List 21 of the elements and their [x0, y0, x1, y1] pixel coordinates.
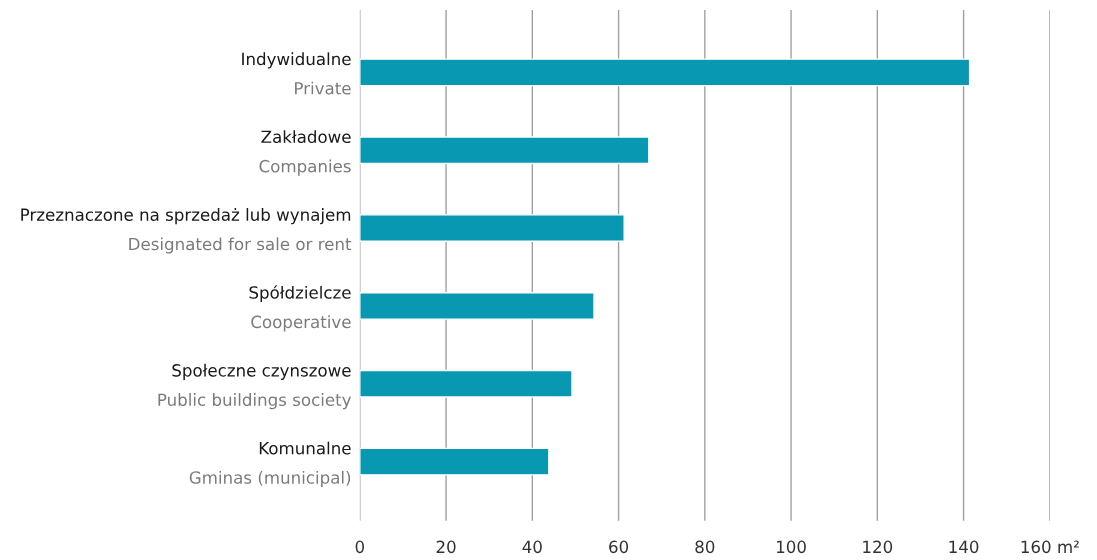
bar — [359, 447, 550, 476]
x-tick-label: 40 — [522, 540, 542, 554]
bar — [359, 369, 573, 398]
y-tick-label: Indywidualne Private — [242, 52, 351, 95]
x-tick-label: 140 — [949, 540, 979, 554]
y-tick-label: Spółdzielcze Cooperative — [249, 285, 351, 332]
x-tick-label: 80 — [695, 540, 715, 554]
x-tick-label: 20 — [436, 540, 456, 554]
x-tick-label: 0 — [355, 540, 365, 554]
bar — [359, 214, 625, 243]
x-tick-label: 100 — [777, 540, 806, 554]
x-tick-label: 160 m² — [1021, 540, 1079, 554]
y-tick-label: Komunalne Gminas (municipal) — [189, 441, 351, 488]
y-tick-label: Zakładowe Companies — [259, 130, 351, 176]
x-tick-label: 60 — [609, 540, 629, 554]
bar — [359, 136, 650, 165]
y-tick-label: Społeczne czynszowe Public buildings society — [158, 363, 352, 410]
x-tick-label: 120 — [863, 540, 893, 554]
bar — [359, 291, 595, 320]
y-tick-label: Przeznaczone na sprzedaż lub wynajem Designated for sale or rent — [21, 208, 352, 254]
bar — [359, 58, 971, 87]
